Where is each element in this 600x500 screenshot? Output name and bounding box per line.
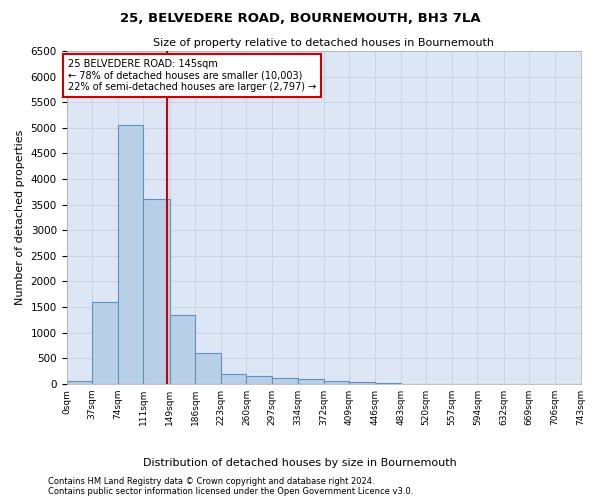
Bar: [170, 314, 195, 384]
Bar: [92, 302, 118, 384]
Title: Size of property relative to detached houses in Bournemouth: Size of property relative to detached ho…: [153, 38, 494, 48]
Bar: [375, 383, 401, 384]
Text: 25 BELVEDERE ROAD: 145sqm
← 78% of detached houses are smaller (10,003)
22% of s: 25 BELVEDERE ROAD: 145sqm ← 78% of detac…: [68, 58, 316, 92]
Text: Contains public sector information licensed under the Open Government Licence v3: Contains public sector information licen…: [48, 488, 413, 496]
Bar: [143, 200, 170, 384]
Bar: [221, 374, 247, 384]
Y-axis label: Number of detached properties: Number of detached properties: [15, 130, 25, 305]
Text: Distribution of detached houses by size in Bournemouth: Distribution of detached houses by size …: [143, 458, 457, 468]
Bar: [67, 381, 92, 384]
Bar: [324, 380, 349, 384]
Bar: [195, 353, 221, 384]
Bar: [298, 378, 324, 384]
Text: Contains HM Land Registry data © Crown copyright and database right 2024.: Contains HM Land Registry data © Crown c…: [48, 478, 374, 486]
Text: 25, BELVEDERE ROAD, BOURNEMOUTH, BH3 7LA: 25, BELVEDERE ROAD, BOURNEMOUTH, BH3 7LA: [119, 12, 481, 26]
Bar: [247, 376, 272, 384]
Bar: [349, 382, 375, 384]
Bar: [272, 378, 298, 384]
Bar: [118, 126, 143, 384]
